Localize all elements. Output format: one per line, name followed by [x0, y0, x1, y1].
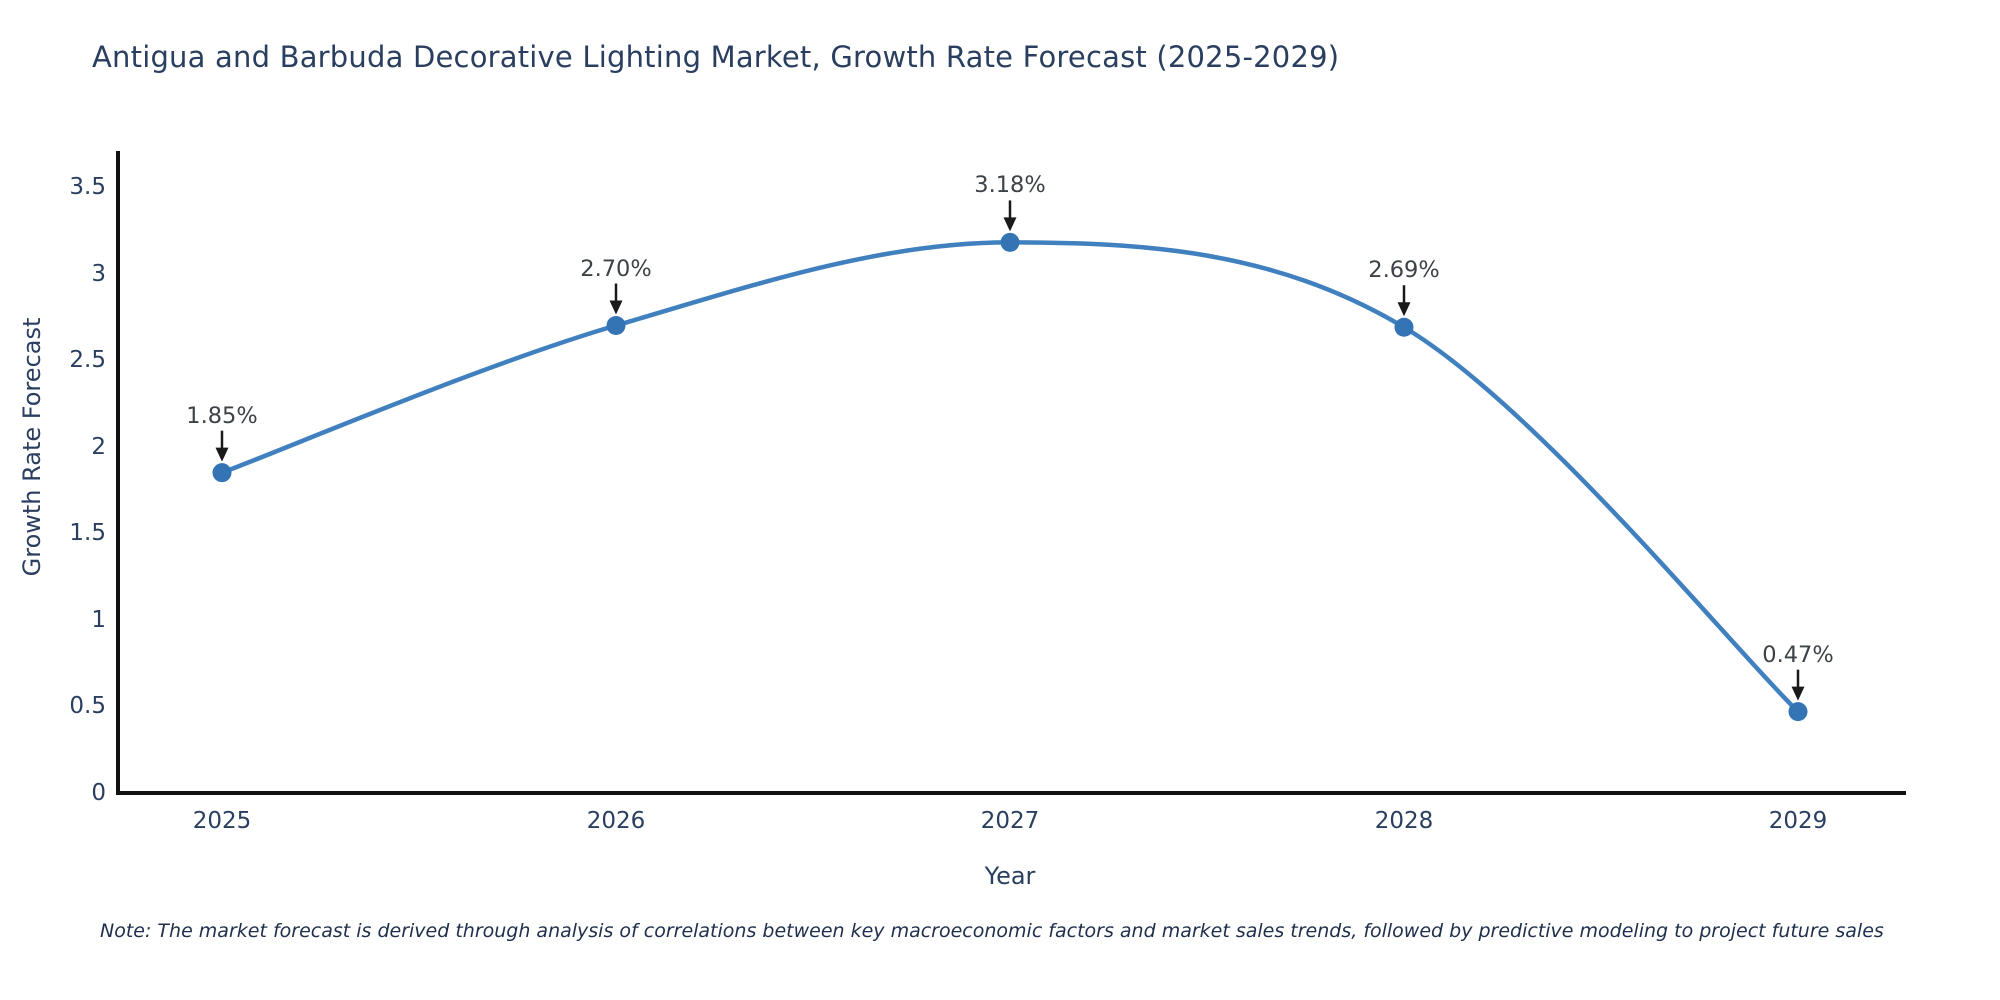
annotation-label: 2.69%	[1368, 257, 1440, 284]
data-point-marker	[1394, 317, 1414, 337]
data-point-marker	[1000, 232, 1020, 252]
annotation-label: 0.47%	[1762, 641, 1834, 668]
y-tick-label: 0	[91, 780, 106, 806]
data-point-marker	[606, 316, 626, 336]
annotation-arrow-head	[609, 300, 623, 315]
annotation-label: 3.18%	[974, 172, 1046, 199]
y-tick-label: 3.5	[69, 174, 106, 200]
y-tick-label: 2.5	[69, 347, 106, 374]
annotation-arrow-head	[1003, 217, 1017, 232]
footnote: Note: The market forecast is derived thr…	[100, 920, 1884, 942]
annotation-arrow-head	[1397, 302, 1411, 317]
x-tick-label: 2028	[1374, 808, 1434, 834]
x-tick-label: 2029	[1768, 808, 1828, 834]
data-point-marker	[212, 463, 232, 483]
annotation-label: 2.70%	[580, 255, 652, 282]
y-tick-label: 2	[91, 433, 106, 460]
annotation-arrow-head	[215, 447, 229, 462]
y-axis-title: Growth Rate Forecast	[18, 317, 46, 577]
x-tick-label: 2025	[192, 808, 252, 834]
x-tick-label: 2026	[586, 808, 646, 834]
data-point-marker	[1788, 702, 1808, 722]
annotation-label: 1.85%	[186, 402, 258, 429]
y-tick-label: 3	[91, 260, 106, 287]
y-tick-label: 0.5	[69, 693, 106, 720]
y-tick-label: 1.5	[69, 520, 106, 547]
x-tick-label: 2027	[980, 808, 1040, 834]
trend-line	[219, 240, 1801, 714]
chart-title: Antigua and Barbuda Decorative Lighting …	[92, 40, 1340, 74]
x-axis-title: Year	[984, 862, 1036, 890]
annotation-arrow-head	[1791, 686, 1805, 701]
y-tick-label: 1	[91, 606, 106, 633]
